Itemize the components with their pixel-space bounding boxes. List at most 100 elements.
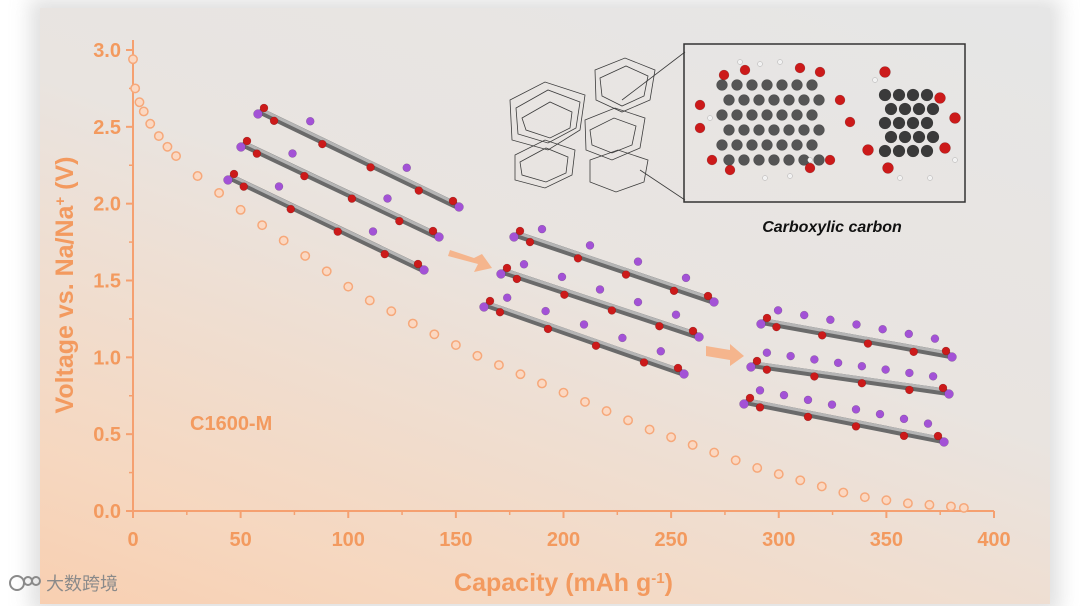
atom (639, 358, 649, 367)
atom (773, 306, 783, 315)
atom (952, 157, 958, 163)
data-point (773, 469, 784, 480)
atom (783, 154, 795, 166)
atom (306, 117, 315, 126)
atom (899, 414, 909, 424)
atom (753, 154, 765, 166)
atom (591, 341, 601, 350)
atom (395, 216, 404, 226)
data-point (257, 220, 268, 231)
atom (502, 293, 512, 302)
graphene-sheet (501, 268, 699, 339)
data-point (795, 475, 806, 486)
data-point (730, 455, 741, 466)
atom (904, 329, 914, 339)
atom (798, 94, 810, 106)
x-tick-label: 50 (230, 529, 252, 551)
graphene-sheet (241, 141, 439, 239)
atom (810, 355, 819, 364)
arrow-icon (706, 344, 744, 366)
atom (926, 130, 940, 144)
atom (906, 88, 920, 102)
data-point (924, 499, 935, 510)
data-point (134, 97, 145, 108)
atom (579, 320, 589, 329)
atom (288, 149, 297, 158)
graphene-sheet (258, 108, 459, 209)
atom (906, 116, 920, 130)
y-tick-label: 2.0 (93, 194, 121, 216)
atom (252, 149, 262, 158)
atom (731, 79, 743, 91)
atom (383, 194, 392, 203)
atom (731, 109, 743, 121)
atom (882, 162, 894, 174)
atom (768, 154, 780, 166)
atom (762, 348, 772, 357)
atom (595, 285, 605, 294)
atom (688, 326, 698, 336)
atom (905, 385, 914, 395)
atom (333, 227, 342, 236)
data-point (816, 481, 827, 492)
data-point (407, 318, 418, 329)
data-point (364, 295, 375, 306)
data-point (300, 250, 311, 261)
graphene-sheet-highlight (230, 174, 422, 268)
atom (757, 61, 763, 67)
atom (833, 358, 843, 368)
data-point (644, 424, 655, 435)
atom (892, 88, 906, 102)
series-annotation: C1600-M (190, 413, 272, 435)
atom (813, 124, 825, 136)
atom (798, 124, 810, 136)
atom (716, 109, 728, 121)
data-point (321, 266, 332, 277)
atom (673, 363, 683, 373)
atom (776, 109, 788, 121)
atom (585, 241, 595, 250)
atom (791, 139, 803, 151)
atom (803, 395, 813, 405)
sodiation-stage-2 (479, 224, 719, 379)
data-point (623, 415, 634, 426)
atom (454, 202, 464, 212)
atom (703, 291, 713, 301)
atom (502, 263, 512, 273)
atom (223, 175, 233, 185)
atom (949, 112, 961, 124)
data-point (881, 495, 892, 506)
atom (803, 412, 813, 422)
atom (933, 431, 943, 441)
data-point (537, 378, 547, 389)
data-point (580, 396, 590, 407)
atom (892, 144, 906, 158)
atom (709, 297, 719, 307)
y-tick-label: 0.0 (93, 501, 121, 523)
atom (884, 130, 898, 144)
sodiation-stage-1 (223, 103, 464, 275)
y-axis-title: Voltage vs. Na/Na+ (V) (51, 157, 79, 414)
atom (806, 109, 818, 121)
atom (739, 399, 749, 409)
atom (768, 94, 780, 106)
graphene-sheet-highlight (763, 318, 950, 355)
atom (718, 69, 730, 81)
data-point (946, 501, 956, 512)
data-point (214, 187, 225, 198)
atom (906, 144, 920, 158)
atom (814, 66, 826, 78)
figure-panel (40, 8, 1050, 604)
data-point (709, 447, 720, 458)
atom (806, 139, 818, 151)
x-axis-title: Capacity (mAh g-1) (454, 569, 673, 597)
atom (656, 347, 666, 356)
data-point (838, 487, 849, 498)
atom (755, 403, 765, 412)
graphene-sheet (751, 361, 949, 396)
graphene-sheet-highlight (753, 361, 947, 392)
atom (239, 182, 248, 191)
data-point (128, 54, 138, 65)
x-tick-label: 100 (332, 529, 365, 551)
atom (496, 269, 506, 279)
